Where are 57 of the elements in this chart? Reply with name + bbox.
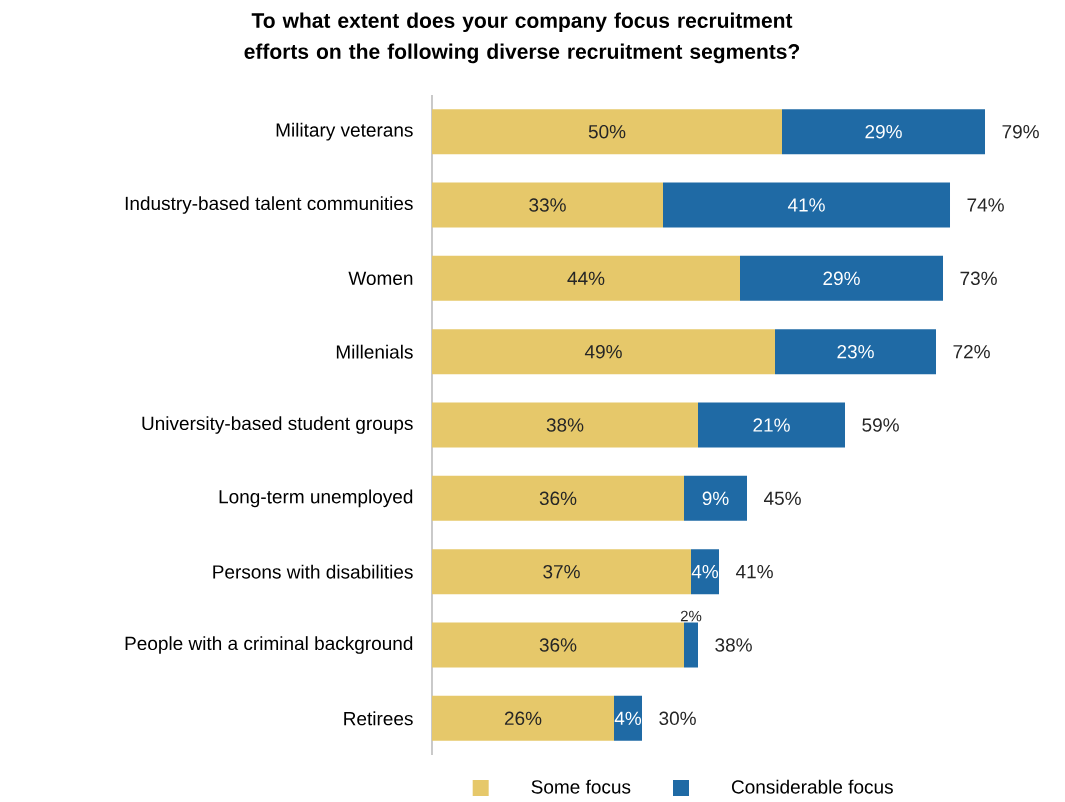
data-label: 36% — [539, 638, 577, 652]
bar — [432, 695, 614, 741]
bar — [782, 109, 985, 155]
legend-label: Considerable focus — [731, 779, 893, 794]
total-label: 59% — [862, 418, 899, 432]
total-label: 45% — [763, 491, 801, 506]
data-label: 41% — [787, 198, 825, 212]
y-tick-label: People with a criminal background — [125, 636, 413, 654]
data-label: 21% — [753, 418, 790, 432]
bar — [432, 475, 684, 521]
bar — [432, 402, 698, 448]
bar — [614, 695, 642, 741]
bar — [775, 329, 936, 375]
bar — [432, 109, 782, 155]
y-tick-label: Industry-based talent communities — [125, 196, 413, 214]
legend-label: Some focus — [531, 779, 631, 794]
total-label: 73% — [960, 271, 997, 286]
data-label: 49% — [584, 344, 622, 359]
bar — [432, 549, 691, 595]
data-label: 37% — [543, 564, 580, 579]
bar — [432, 182, 663, 228]
y-tick-label: University-based student groups — [142, 416, 413, 434]
bar — [684, 475, 747, 521]
data-label: 4% — [691, 565, 719, 579]
total-label: 72% — [953, 344, 990, 359]
y-tick-label: Military veterans — [276, 122, 413, 141]
total-label: 79% — [1002, 124, 1039, 139]
y-tick-label: Retirees — [344, 711, 413, 726]
bar — [432, 329, 775, 375]
data-label: 23% — [837, 344, 874, 359]
data-label: 9% — [702, 491, 729, 506]
data-label: 29% — [865, 124, 902, 139]
total-label: 41% — [735, 565, 773, 579]
data-label: 26% — [504, 711, 542, 726]
bar — [684, 622, 698, 668]
data-label: 29% — [823, 271, 860, 286]
data-label: 2% — [680, 610, 702, 622]
bar — [432, 255, 740, 301]
bar — [432, 622, 684, 668]
data-label: 4% — [614, 711, 642, 725]
bar — [740, 255, 943, 301]
y-tick-label: Long-term unemployed — [219, 489, 413, 508]
total-label: 38% — [715, 638, 752, 652]
bar — [698, 402, 845, 448]
data-label: 36% — [539, 491, 577, 506]
bar — [663, 182, 950, 228]
data-label: 50% — [588, 124, 626, 139]
data-label: 38% — [546, 418, 584, 432]
bar — [691, 549, 719, 595]
y-tick-label: Millenials — [336, 344, 413, 359]
chart-title: To what extent does your company focus recruitment efforts on the following diverse recruitment segments? — [244, 12, 800, 64]
y-tick-label: Persons with disabilities — [213, 564, 413, 579]
y-tick-label: Women — [348, 271, 413, 285]
total-label: 30% — [659, 711, 696, 726]
total-label: 74% — [967, 198, 1004, 212]
data-label: 33% — [529, 198, 566, 212]
data-label: 44% — [567, 271, 605, 285]
